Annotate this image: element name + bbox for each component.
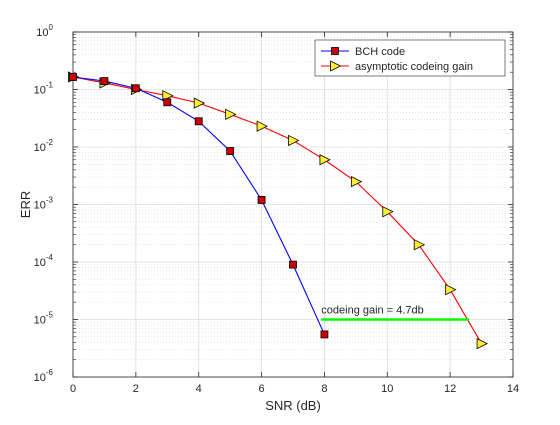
data-point bbox=[320, 330, 329, 339]
legend-label: BCH code bbox=[355, 46, 405, 58]
y-tick-label: 10-1 bbox=[34, 81, 54, 97]
data-point bbox=[256, 120, 268, 132]
y-axis-label: ERR bbox=[18, 191, 33, 218]
data-point bbox=[162, 90, 174, 102]
data-point bbox=[413, 239, 426, 251]
data-point bbox=[194, 117, 203, 126]
data-point bbox=[193, 97, 206, 109]
x-axis-label: SNR (dB) bbox=[265, 398, 321, 413]
legend-label: asymptotic codeing gain bbox=[355, 61, 473, 73]
data-point bbox=[163, 98, 172, 107]
x-tick-label: 0 bbox=[70, 383, 76, 395]
y-tick-label: 10-2 bbox=[34, 138, 54, 154]
coding-gain-annotation: codeing gain = 4.7db bbox=[321, 304, 423, 316]
data-point bbox=[382, 206, 394, 218]
data-point bbox=[289, 260, 297, 269]
legend-marker bbox=[330, 60, 342, 72]
x-tick-label: 10 bbox=[381, 383, 393, 395]
data-point bbox=[319, 154, 331, 166]
y-tick-label: 10-6 bbox=[34, 368, 54, 384]
data-point bbox=[350, 175, 363, 188]
x-tick-label: 14 bbox=[507, 383, 519, 395]
y-tick-label: 10-3 bbox=[34, 196, 54, 212]
y-tick-label: 10-5 bbox=[34, 311, 54, 327]
x-tick-label: 6 bbox=[259, 383, 265, 395]
x-tick-label: 4 bbox=[196, 383, 202, 395]
data-point bbox=[131, 84, 140, 93]
y-tick-label: 10-4 bbox=[34, 253, 54, 269]
x-tick-label: 2 bbox=[133, 383, 139, 395]
data-point bbox=[257, 196, 266, 204]
data-point bbox=[225, 108, 237, 120]
legend bbox=[314, 39, 506, 77]
data-point bbox=[288, 134, 300, 147]
legend-marker bbox=[331, 47, 339, 55]
data-point bbox=[100, 77, 109, 85]
data-point bbox=[226, 147, 235, 155]
x-tick-label: 8 bbox=[321, 383, 327, 395]
data-point bbox=[476, 338, 488, 350]
data-point bbox=[445, 284, 457, 296]
data-point bbox=[69, 73, 77, 81]
y-tick-label: 100 bbox=[36, 23, 53, 39]
x-tick-label: 12 bbox=[444, 383, 456, 395]
